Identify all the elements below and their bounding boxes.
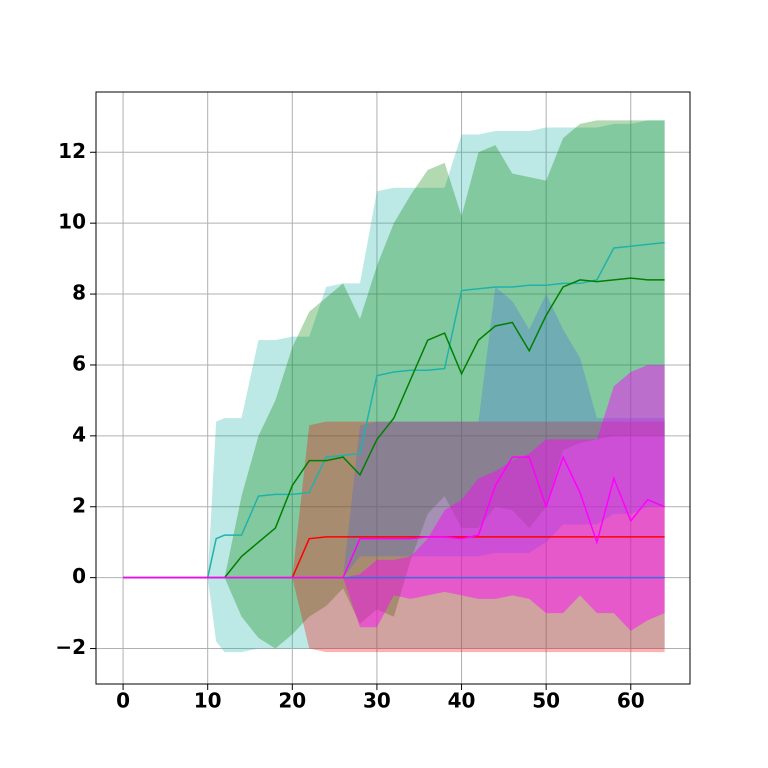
y-tick-label: 6 xyxy=(72,351,86,375)
y-tick-label: 8 xyxy=(72,281,86,305)
y-tick-label: 12 xyxy=(58,139,86,163)
y-tick-label: 4 xyxy=(72,422,86,446)
x-tick-label: 10 xyxy=(194,689,222,713)
band xyxy=(343,364,665,631)
x-tick-label: 60 xyxy=(617,689,645,713)
x-tick-label: 0 xyxy=(116,689,130,713)
x-tick-label: 30 xyxy=(363,689,391,713)
y-tick-label: −2 xyxy=(55,635,86,659)
x-tick-label: 40 xyxy=(448,689,476,713)
x-tick-label: 50 xyxy=(532,689,560,713)
y-tick-label: 0 xyxy=(72,564,86,588)
plot-area xyxy=(123,120,665,653)
band xyxy=(224,120,665,649)
band xyxy=(207,120,665,653)
y-tick-label: 2 xyxy=(72,493,86,517)
plot-frame xyxy=(95,91,691,685)
series-line xyxy=(123,455,665,579)
y-tick-label: 10 xyxy=(58,210,86,234)
x-tick-label: 20 xyxy=(278,689,306,713)
